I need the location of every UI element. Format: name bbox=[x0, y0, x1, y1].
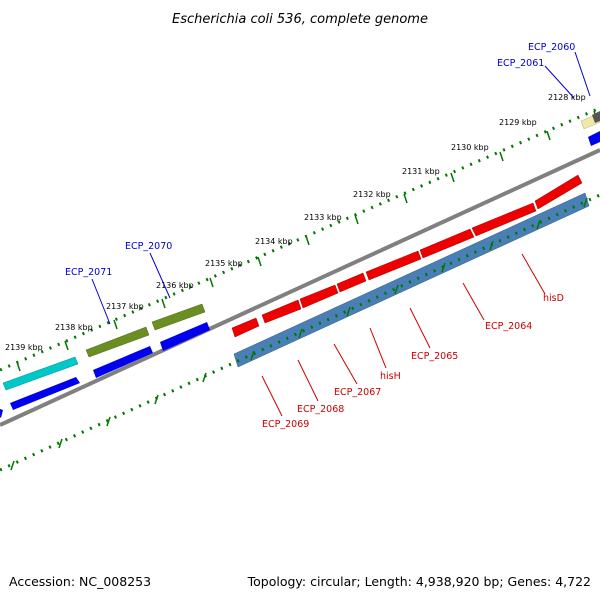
outer-tick-track bbox=[0, 106, 600, 372]
tick-label: 2139 kbp bbox=[5, 343, 43, 352]
tick-mark bbox=[58, 438, 63, 449]
tick-mark bbox=[346, 306, 351, 317]
gene-arrow-olive bbox=[151, 303, 206, 331]
forward-features-left bbox=[2, 111, 600, 391]
tick-mark bbox=[106, 416, 111, 427]
gene-arrow-blue bbox=[160, 322, 210, 351]
gene-arrow-red bbox=[299, 284, 339, 309]
label-leader bbox=[297, 359, 319, 402]
forward-red-features bbox=[231, 174, 583, 338]
tick-label: 2136 kbp bbox=[156, 281, 194, 290]
tick-labels: 2128 kbp 2129 kbp 2130 kbp 2131 kbp 2132… bbox=[5, 93, 586, 352]
tick-mark bbox=[450, 172, 455, 183]
tick-label: 2135 kbp bbox=[205, 259, 243, 268]
tick-mark bbox=[298, 328, 303, 339]
gene-arrow-cyan bbox=[2, 356, 79, 391]
gene-label-ecp2069[interactable]: ECP_2069 bbox=[262, 419, 309, 430]
tick-mark bbox=[441, 262, 446, 273]
gene-label-ecp2070[interactable]: ECP_2070 bbox=[125, 241, 172, 252]
tick-mark bbox=[499, 151, 504, 162]
tick-mark bbox=[16, 361, 21, 372]
label-leader bbox=[149, 252, 171, 299]
gene-label-hisd[interactable]: hisD bbox=[543, 293, 564, 304]
gene-arrow-dark bbox=[592, 111, 600, 123]
label-leader bbox=[544, 65, 575, 99]
tick-mark bbox=[257, 256, 262, 267]
reverse-features-left bbox=[0, 131, 600, 418]
label-leader bbox=[409, 307, 431, 349]
gene-arrow-blue bbox=[588, 131, 600, 146]
tick-mark bbox=[536, 219, 541, 230]
gene-label-ecp2068[interactable]: ECP_2068 bbox=[297, 404, 344, 415]
label-leader bbox=[369, 327, 387, 369]
tick-mark bbox=[305, 235, 310, 246]
label-leader bbox=[261, 375, 283, 417]
gene-arrow-blue bbox=[93, 346, 153, 378]
gene-arrow-red bbox=[261, 299, 302, 324]
tick-mark bbox=[394, 284, 399, 295]
label-leader bbox=[574, 51, 591, 97]
genome-backbone bbox=[0, 148, 600, 427]
tick-mark bbox=[354, 214, 359, 225]
transcript-band bbox=[233, 192, 590, 368]
gene-arrow-red bbox=[231, 317, 260, 338]
genome-summary: Topology: circular; Length: 4,938,920 bp… bbox=[247, 574, 591, 589]
tick-mark bbox=[161, 298, 166, 309]
tick-label: 2130 kbp bbox=[451, 143, 489, 152]
gene-arrow-red bbox=[534, 174, 583, 210]
tick-label: 2134 kbp bbox=[255, 237, 293, 246]
inner-dots bbox=[0, 193, 600, 472]
tick-mark bbox=[250, 350, 255, 361]
tick-label: 2137 kbp bbox=[106, 302, 144, 311]
tick-label: 2138 kbp bbox=[55, 323, 93, 332]
red-gene-labels: hisD ECP_2064 ECP_2065 hisH ECP_2067 ECP… bbox=[261, 253, 564, 430]
tick-mark bbox=[583, 197, 588, 208]
blue-gene-labels: ECP_2060 ECP_2061 ECP_2070 ECP_2071 bbox=[65, 42, 591, 325]
gene-label-ecp2061[interactable]: ECP_2061 bbox=[497, 58, 544, 69]
gene-arrow-red bbox=[419, 228, 475, 259]
tick-mark bbox=[546, 130, 551, 141]
label-leader bbox=[462, 282, 485, 321]
tick-label: 2133 kbp bbox=[304, 213, 342, 222]
tick-mark bbox=[113, 319, 118, 330]
label-leader bbox=[91, 278, 111, 325]
accession-text: Accession: NC_008253 bbox=[9, 574, 151, 589]
tick-mark bbox=[10, 460, 15, 471]
gene-label-ecp2064[interactable]: ECP_2064 bbox=[485, 321, 532, 332]
tick-mark bbox=[403, 193, 408, 204]
tick-mark bbox=[64, 340, 69, 351]
gene-arrow-blue bbox=[0, 409, 3, 418]
tick-mark bbox=[202, 372, 207, 383]
tick-label: 2129 kbp bbox=[499, 118, 537, 127]
gene-label-hish[interactable]: hisH bbox=[380, 371, 401, 382]
gene-arrow-red bbox=[471, 202, 537, 237]
label-leader bbox=[333, 343, 358, 385]
gene-arrow-olive bbox=[85, 326, 150, 358]
gene-arrow-blue bbox=[10, 377, 80, 410]
tick-mark bbox=[489, 240, 494, 251]
gene-label-ecp2067[interactable]: ECP_2067 bbox=[334, 387, 381, 398]
gene-label-ecp2060[interactable]: ECP_2060 bbox=[528, 42, 575, 53]
tick-label: 2132 kbp bbox=[353, 190, 391, 199]
tick-label: 2131 kbp bbox=[402, 167, 440, 176]
gene-label-ecp2065[interactable]: ECP_2065 bbox=[411, 351, 458, 362]
label-leader bbox=[521, 253, 546, 295]
gene-arrow-red bbox=[365, 250, 422, 281]
tick-mark bbox=[154, 394, 159, 405]
tick-label: 2128 kbp bbox=[548, 93, 586, 102]
gene-arrow-red bbox=[336, 272, 367, 293]
outer-dots bbox=[0, 106, 600, 372]
gene-label-ecp2071[interactable]: ECP_2071 bbox=[65, 267, 112, 278]
genome-title: Escherichia coli 536, complete genome bbox=[172, 12, 428, 27]
inner-tick-track bbox=[0, 193, 600, 472]
tick-mark bbox=[209, 277, 214, 288]
